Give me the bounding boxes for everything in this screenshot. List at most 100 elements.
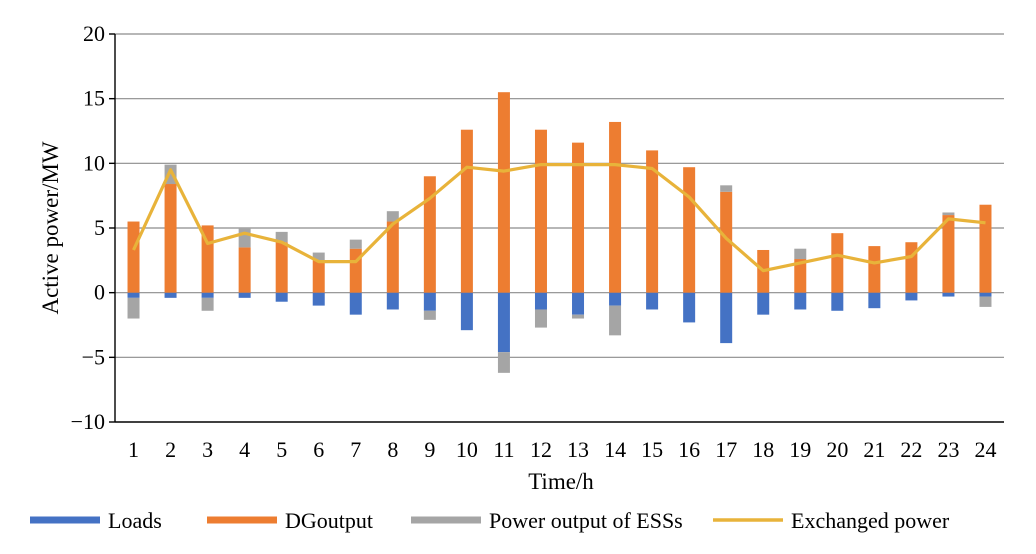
y-axis-title: Active power/MW <box>38 141 63 314</box>
loads-bar <box>534 292 547 310</box>
x-tick-label: 1 <box>128 437 139 462</box>
x-tick-label: 7 <box>350 437 361 462</box>
y-tick-label: 5 <box>94 215 105 240</box>
dgoutput-bar <box>127 221 140 293</box>
ess-output-bar <box>201 297 214 311</box>
dgoutput-bar <box>979 204 992 293</box>
ess-output-bar <box>942 212 955 216</box>
x-tick-label: 11 <box>493 437 514 462</box>
loads-bar <box>238 292 251 298</box>
dgoutput-bar <box>683 167 696 293</box>
loads-bar <box>683 292 696 323</box>
ess-output-bar <box>238 228 251 248</box>
dgoutput-bar <box>312 260 325 293</box>
ess-output-bar <box>979 296 992 307</box>
dgoutput-bar <box>164 184 177 293</box>
exchanged-power-line-group <box>132 163 986 273</box>
dgoutput-bar <box>905 242 918 293</box>
loads-bar <box>942 292 955 297</box>
loads-bar <box>386 292 399 310</box>
dgoutput-bar <box>609 121 622 293</box>
ess-output-bar <box>572 314 585 319</box>
dgoutput-bar <box>942 215 955 293</box>
x-tick-label: 22 <box>900 437 922 462</box>
x-tick-label: 23 <box>937 437 959 462</box>
loads-bar <box>609 292 622 306</box>
legend-swatch-ess-output-bar <box>411 516 481 524</box>
dgoutput-bar <box>720 191 733 293</box>
legend: Loads DGoutput Power output of ESSs Exchang… <box>30 508 950 533</box>
x-tick-label: 9 <box>424 437 435 462</box>
loads-bar <box>164 292 177 298</box>
x-tick-label: 3 <box>202 437 213 462</box>
dgoutput-bar <box>386 221 399 293</box>
ess-output-bar <box>609 305 622 336</box>
y-tick-label: −10 <box>71 409 105 434</box>
loads-bar <box>460 292 473 331</box>
dgoutput-bar <box>423 176 436 293</box>
ess-output-bar <box>386 211 399 222</box>
loads-bar <box>201 292 214 298</box>
loads-bar <box>979 292 992 297</box>
x-tick-label: 4 <box>239 437 250 462</box>
x-tick-label: 16 <box>678 437 700 462</box>
y-tick-label: 20 <box>83 21 105 46</box>
x-tick-label: 18 <box>752 437 774 462</box>
x-tick-label: 12 <box>530 437 552 462</box>
legend-label: DGoutput <box>285 508 373 533</box>
loads-bar <box>312 292 325 306</box>
x-tick-label: 13 <box>567 437 589 462</box>
x-tick-label: 8 <box>387 437 398 462</box>
loads-bar <box>905 292 918 301</box>
x-tick-label: 2 <box>165 437 176 462</box>
ess-output-bar <box>534 309 547 328</box>
x-tick-label: 14 <box>604 437 626 462</box>
x-tick-label: 10 <box>456 437 478 462</box>
dgoutput-bar <box>646 150 659 293</box>
ess-output-bar <box>497 352 510 373</box>
loads-bar <box>497 292 510 353</box>
dgoutput-bar <box>275 242 288 293</box>
x-tick-label: 17 <box>715 437 737 462</box>
x-axis-title: Time/h <box>528 469 594 494</box>
legend-label: Power output of ESSs <box>489 508 683 533</box>
dgoutput-bar <box>831 233 844 293</box>
legend-label: Exchanged power <box>791 508 950 533</box>
y-tick-label: 10 <box>83 150 105 175</box>
loads-bar <box>423 292 436 311</box>
x-tick-labels: 1 2 3 4 5 6 7 8 9 10 11 12 13 14 15 16 17 18 19 20 21 22 23 24 <box>128 437 996 462</box>
x-tick-label: 5 <box>276 437 287 462</box>
x-tick-label: 24 <box>974 437 996 462</box>
loads-bar <box>349 292 362 315</box>
ess-output-bar <box>275 231 288 243</box>
y-tick-label: 0 <box>94 280 105 305</box>
y-tick-label: −5 <box>82 344 105 369</box>
x-tick-label: 6 <box>313 437 324 462</box>
dgoutput-bar <box>460 129 473 293</box>
loads-bar <box>646 292 659 310</box>
ess-output-bar <box>312 252 325 261</box>
loads-bar <box>720 292 733 344</box>
loads-bar <box>794 292 807 310</box>
loads-bar <box>572 292 585 315</box>
ess-output-bar <box>794 248 807 260</box>
ess-output-bar <box>720 185 733 192</box>
x-tick-label: 19 <box>789 437 811 462</box>
axes <box>109 33 1004 423</box>
loads-bar <box>127 292 140 298</box>
dgoutput-bar <box>497 92 510 293</box>
x-tick-label: 20 <box>826 437 848 462</box>
legend-swatch-loads-bar <box>30 516 100 524</box>
dgoutput-bar <box>794 259 807 293</box>
loads-bar <box>868 292 881 309</box>
legend-swatch-dgoutput-bar <box>207 516 277 524</box>
bars <box>127 92 992 373</box>
y-tick-label: 15 <box>83 86 105 111</box>
dgoutput-bar <box>238 247 251 293</box>
loads-bar <box>757 292 770 315</box>
loads-bar <box>831 292 844 311</box>
x-tick-label: 15 <box>641 437 663 462</box>
dgoutput-bar <box>534 129 547 293</box>
ess-output-bar <box>423 310 436 320</box>
